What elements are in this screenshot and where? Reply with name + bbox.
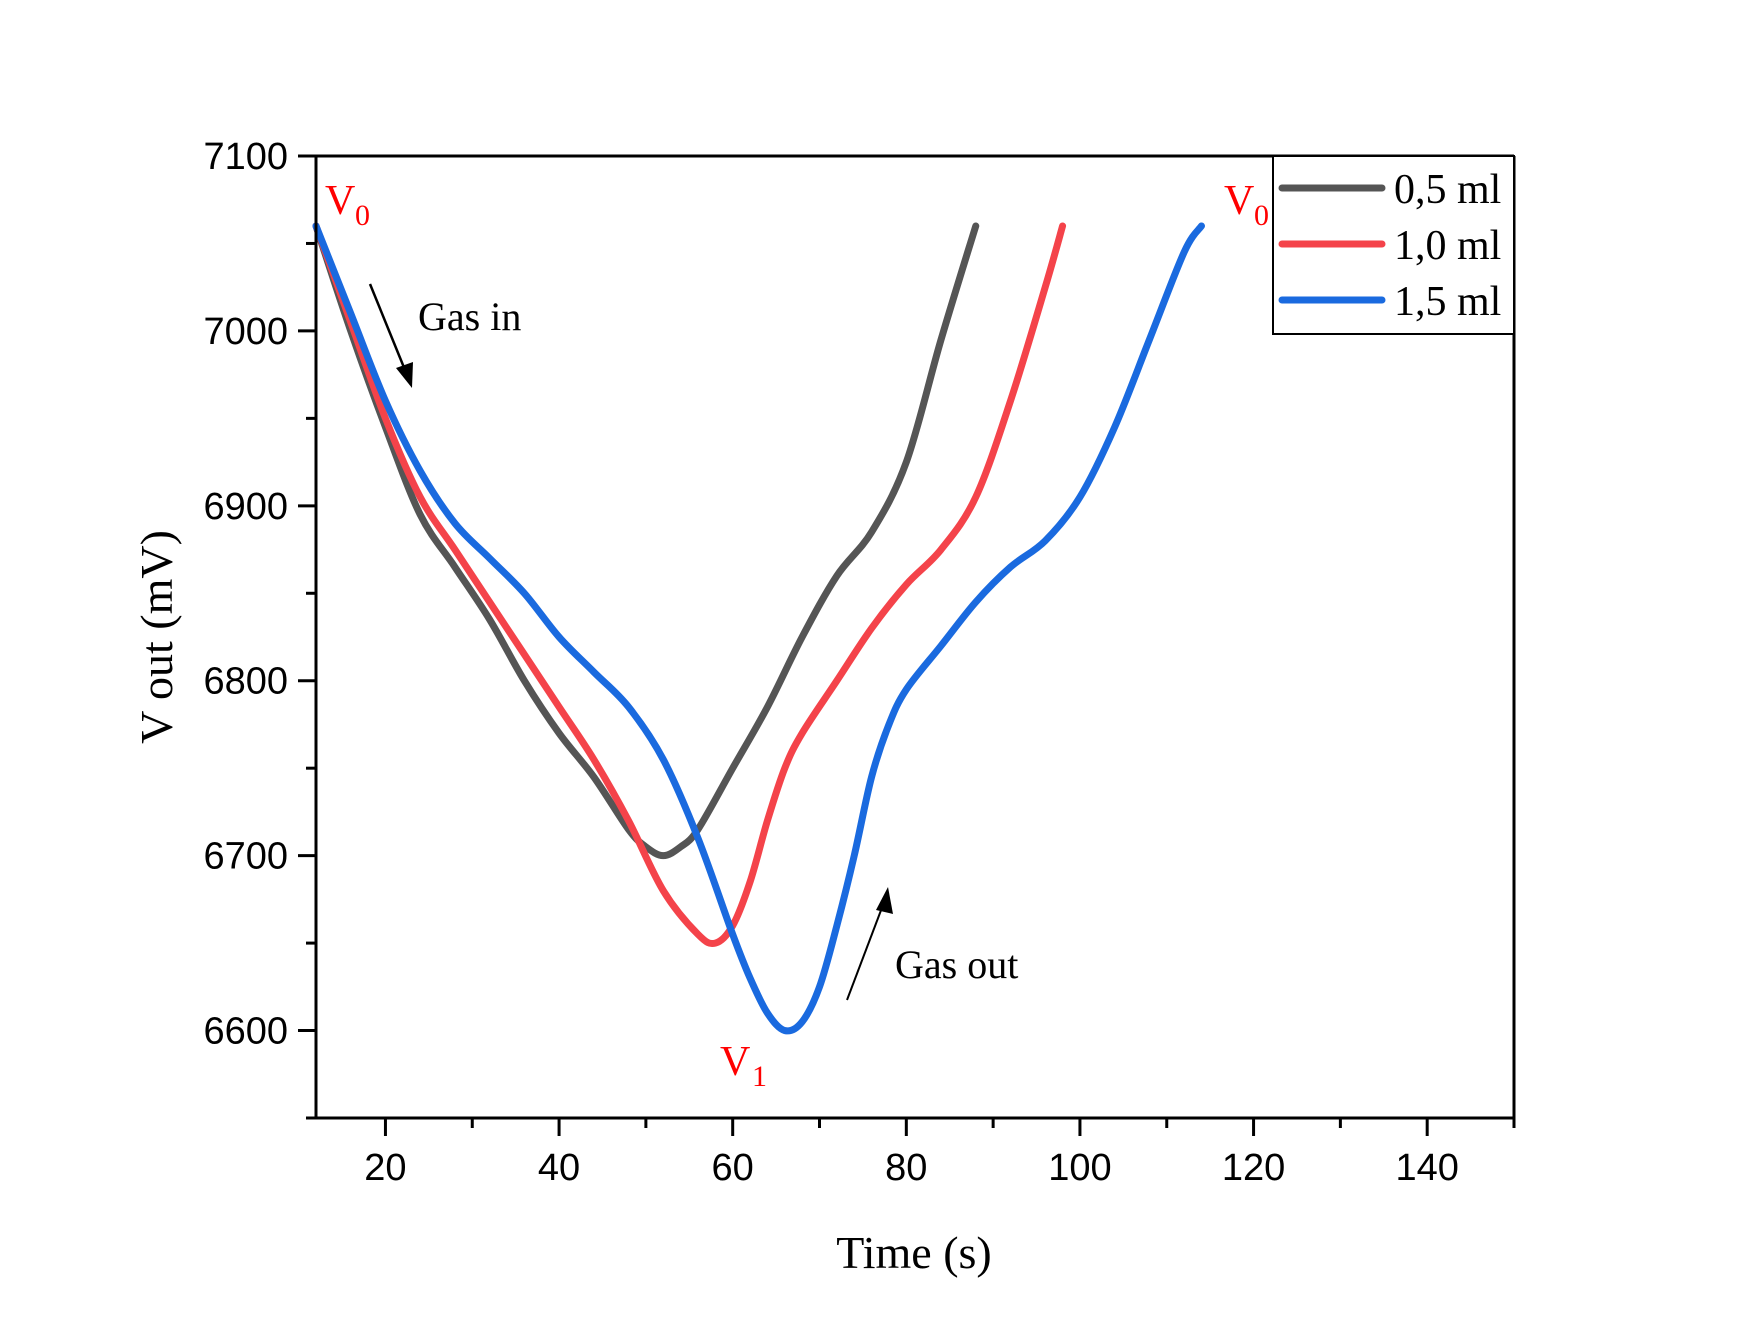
legend-item: 1,0 ml (1278, 223, 1501, 269)
legend-label: 0,5 ml (1394, 167, 1501, 213)
annotation-v1: V 1 (720, 1039, 767, 1093)
x-tick-label: 40 (538, 1147, 580, 1189)
v0-end-label: V (1224, 178, 1254, 224)
gas-in-label: Gas in (418, 294, 521, 339)
y-tick-label: 6600 (203, 1011, 288, 1053)
v1-subscript: 1 (752, 1060, 767, 1093)
v1-label: V (720, 1039, 750, 1085)
x-tick-label: 80 (885, 1147, 927, 1189)
annotation-v0-start: V 0 (325, 178, 370, 232)
gas-in-arrow-shaft (368, 283, 407, 371)
y-tick-label: 6800 (203, 661, 288, 703)
v0-start-subscript: 0 (355, 199, 370, 232)
annotation-gas-out: Gas out (846, 887, 1018, 1001)
legend-item: 0,5 ml (1278, 167, 1501, 213)
y-tick-label: 6700 (203, 836, 288, 878)
y-axis-title: V out (mV) (131, 530, 182, 744)
v0-start-label: V (325, 178, 355, 224)
gas-out-arrow-shaft (846, 904, 884, 1001)
y-tick-label: 6900 (203, 486, 288, 528)
x-tick-label: 20 (364, 1147, 406, 1189)
legend-item: 1,5 ml (1278, 279, 1501, 325)
v0-end-subscript: 0 (1254, 199, 1269, 232)
legend: 0,5 ml 1,0 ml 1,5 ml (1272, 155, 1515, 335)
series-line-0-5-ml (312, 222, 980, 860)
legend-label: 1,0 ml (1394, 223, 1501, 269)
series-line-1-0-ml (312, 222, 1067, 948)
x-tick-label: 60 (712, 1147, 754, 1189)
series-line-1-5-ml (312, 222, 1205, 1035)
annotation-v0-end: V 0 (1224, 178, 1269, 232)
y-tick-label: 7100 (203, 136, 288, 178)
x-tick-label: 120 (1222, 1147, 1285, 1189)
legend-label: 1,5 ml (1394, 279, 1501, 325)
gas-out-label: Gas out (895, 942, 1018, 987)
x-tick-label: 140 (1395, 1147, 1458, 1189)
x-tick-label: 100 (1048, 1147, 1111, 1189)
y-tick-label: 7000 (203, 311, 288, 353)
annotation-gas-in: Gas in (368, 283, 521, 388)
series-lines (312, 222, 1205, 1035)
gas-out-arrow-head-icon (876, 887, 893, 914)
x-axis-title: Time (s) (836, 1227, 992, 1278)
gas-in-arrow-head-icon (396, 362, 413, 388)
